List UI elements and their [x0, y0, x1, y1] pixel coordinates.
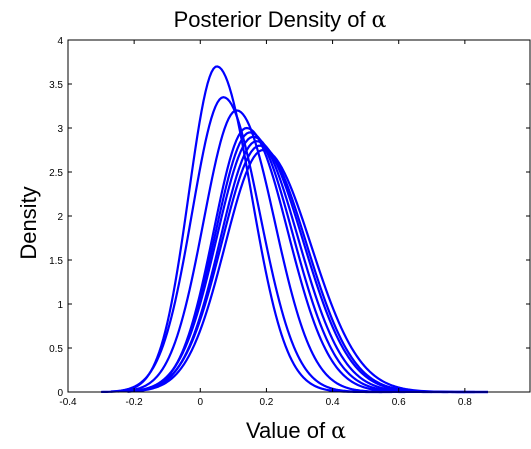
plot-frame: [67, 39, 531, 393]
density-curve-2: [110, 96, 393, 394]
x-tick-label: -0.4: [59, 397, 77, 408]
x-tick-label: 0: [198, 397, 204, 408]
x-tick-label: 0.8: [458, 397, 472, 408]
y-tick-label: 2.5: [49, 168, 63, 179]
y-tick-label: 0: [57, 388, 63, 399]
x-tick-label: 0.4: [326, 397, 340, 408]
y-tick-label: 3.5: [49, 80, 63, 91]
density-curve-9: [127, 148, 489, 394]
y-axis-ticks: 0 0.5 1 1.5 2 2.5 3 3.5 4: [49, 36, 530, 399]
y-tick-label: 2: [57, 212, 63, 223]
x-tick-label: 0.2: [259, 397, 273, 408]
y-tick-label: 4: [57, 36, 63, 47]
x-tick-label: -0.2: [126, 397, 144, 408]
x-axis-ticks: -0.4 -0.2 0 0.2 0.4 0.6 0.8: [59, 40, 472, 408]
y-tick-label: 3: [57, 124, 63, 135]
y-tick-label: 1.5: [49, 256, 63, 267]
x-axis-label: Value of α: [246, 418, 346, 444]
density-curve-3: [117, 109, 406, 394]
x-tick-label: 0.6: [392, 397, 406, 408]
series-layer: [101, 65, 489, 394]
y-tick-label: 0.5: [49, 344, 63, 355]
y-tick-label: 1: [57, 300, 63, 311]
y-axis-label: Density: [16, 186, 41, 259]
chart-title: Posterior Density of α: [174, 7, 387, 33]
